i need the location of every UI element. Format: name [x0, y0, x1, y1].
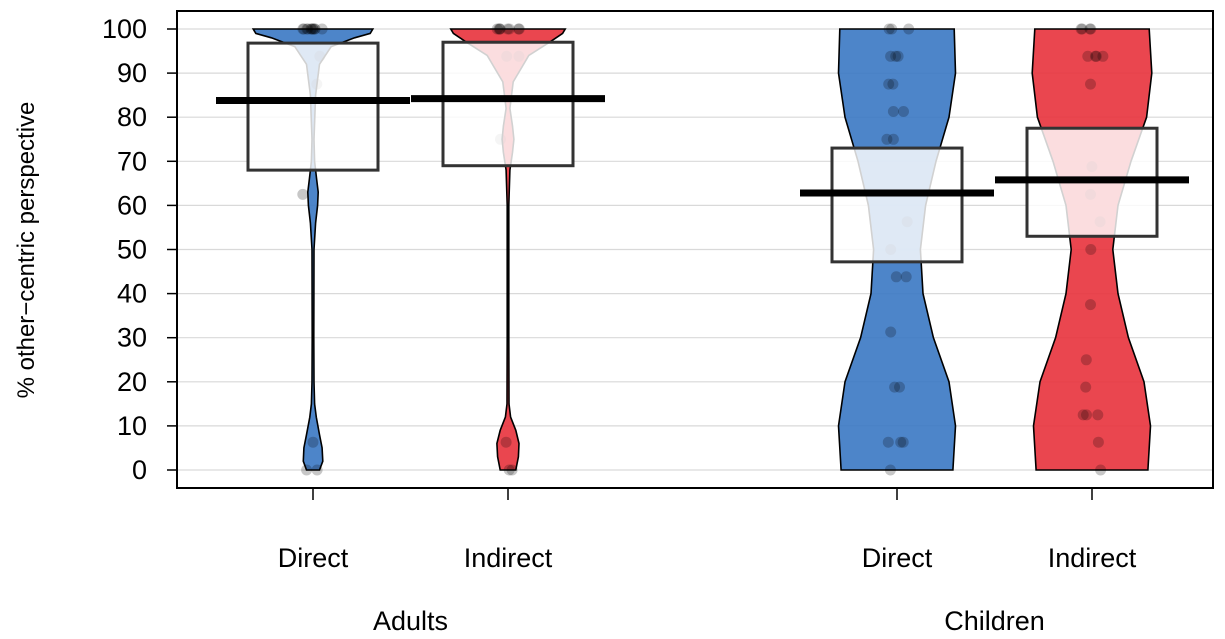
y-tick-label: 10	[117, 411, 147, 441]
data-point	[491, 23, 503, 35]
data-point	[882, 436, 894, 448]
data-point	[493, 23, 505, 35]
data-point	[887, 133, 899, 145]
data-point	[1080, 354, 1092, 366]
violin	[449, 28, 567, 471]
ci-box	[830, 146, 964, 264]
y-tick-label: 50	[117, 235, 147, 265]
data-point	[307, 23, 319, 35]
data-point	[1090, 50, 1102, 62]
data-point	[1085, 78, 1096, 90]
data-point	[1092, 409, 1104, 421]
data-point	[297, 188, 309, 200]
data-point	[301, 464, 313, 476]
data-point	[1075, 23, 1087, 35]
ci-box	[246, 41, 380, 172]
y-tick-label: 60	[117, 190, 147, 220]
data-point	[513, 23, 524, 35]
data-point	[1081, 409, 1092, 421]
y-tick-label: 90	[117, 58, 147, 88]
data-point	[1085, 244, 1097, 255]
data-point	[900, 271, 912, 283]
y-tick-label: 0	[132, 455, 147, 485]
data-point	[1090, 50, 1101, 62]
data-point	[311, 464, 323, 476]
data-point	[885, 326, 897, 338]
mean-bars	[216, 95, 1189, 197]
data-point	[883, 23, 895, 35]
data-point	[903, 23, 915, 35]
data-point	[892, 50, 904, 62]
y-tick-label: 20	[117, 367, 147, 397]
data-point	[305, 23, 317, 35]
data-point	[307, 23, 319, 35]
data-point	[890, 271, 902, 283]
data-point	[309, 23, 321, 35]
data-point	[298, 23, 310, 35]
data-point	[884, 464, 896, 476]
data-point	[302, 23, 314, 35]
data-point	[1097, 50, 1109, 62]
data-point	[503, 464, 515, 476]
group-label: Adults	[373, 606, 448, 636]
y-tick-label: 100	[102, 14, 147, 44]
data-point	[506, 464, 518, 476]
x-axis: Direct Indirect Direct Indirect Adults Childr…	[278, 488, 1137, 636]
condition-label: Direct	[278, 543, 349, 573]
y-tick-label: 40	[117, 279, 147, 309]
data-point	[887, 78, 899, 90]
data-point	[883, 78, 895, 90]
y-axis-title: % other−centric perspective	[13, 102, 40, 399]
condition-label: Indirect	[464, 543, 553, 573]
data-point	[1092, 436, 1104, 448]
data-point	[890, 50, 902, 62]
data-point	[307, 436, 319, 448]
data-point	[1085, 23, 1097, 35]
data-point	[898, 106, 909, 117]
data-point	[885, 50, 897, 62]
data-point	[886, 23, 898, 35]
data-point	[881, 133, 893, 145]
y-tick-label: 30	[117, 323, 147, 353]
group-label: Children	[944, 606, 1045, 636]
data-point	[1085, 299, 1096, 311]
data-point	[309, 23, 320, 35]
y-axis: 0 10 20 30 40 50 60 70 80 90 100	[102, 14, 177, 485]
data-point	[894, 381, 905, 393]
data-point	[1080, 381, 1092, 393]
data-point	[1084, 23, 1096, 35]
ci-boxes	[246, 40, 1159, 264]
data-point	[513, 23, 525, 35]
data-point	[1095, 464, 1107, 476]
data-point	[1076, 23, 1088, 35]
data-point	[1082, 50, 1094, 62]
y-tick-label: 70	[117, 146, 147, 176]
data-point	[502, 23, 514, 35]
data-point	[494, 23, 506, 35]
data-point	[889, 381, 901, 393]
ci-box	[441, 40, 575, 168]
data-point	[316, 23, 328, 35]
data-point	[301, 23, 313, 35]
data-point	[494, 23, 506, 35]
data-point	[895, 436, 907, 448]
data-point	[1077, 409, 1089, 421]
violin	[251, 28, 375, 471]
condition-label: Indirect	[1048, 543, 1137, 573]
condition-label: Direct	[862, 543, 933, 573]
data-point	[297, 23, 309, 35]
y-tick-label: 80	[117, 102, 147, 132]
data-point	[503, 23, 515, 35]
data-point	[500, 436, 512, 448]
data-point	[897, 436, 909, 448]
data-point	[306, 23, 318, 35]
data-point	[887, 106, 899, 117]
